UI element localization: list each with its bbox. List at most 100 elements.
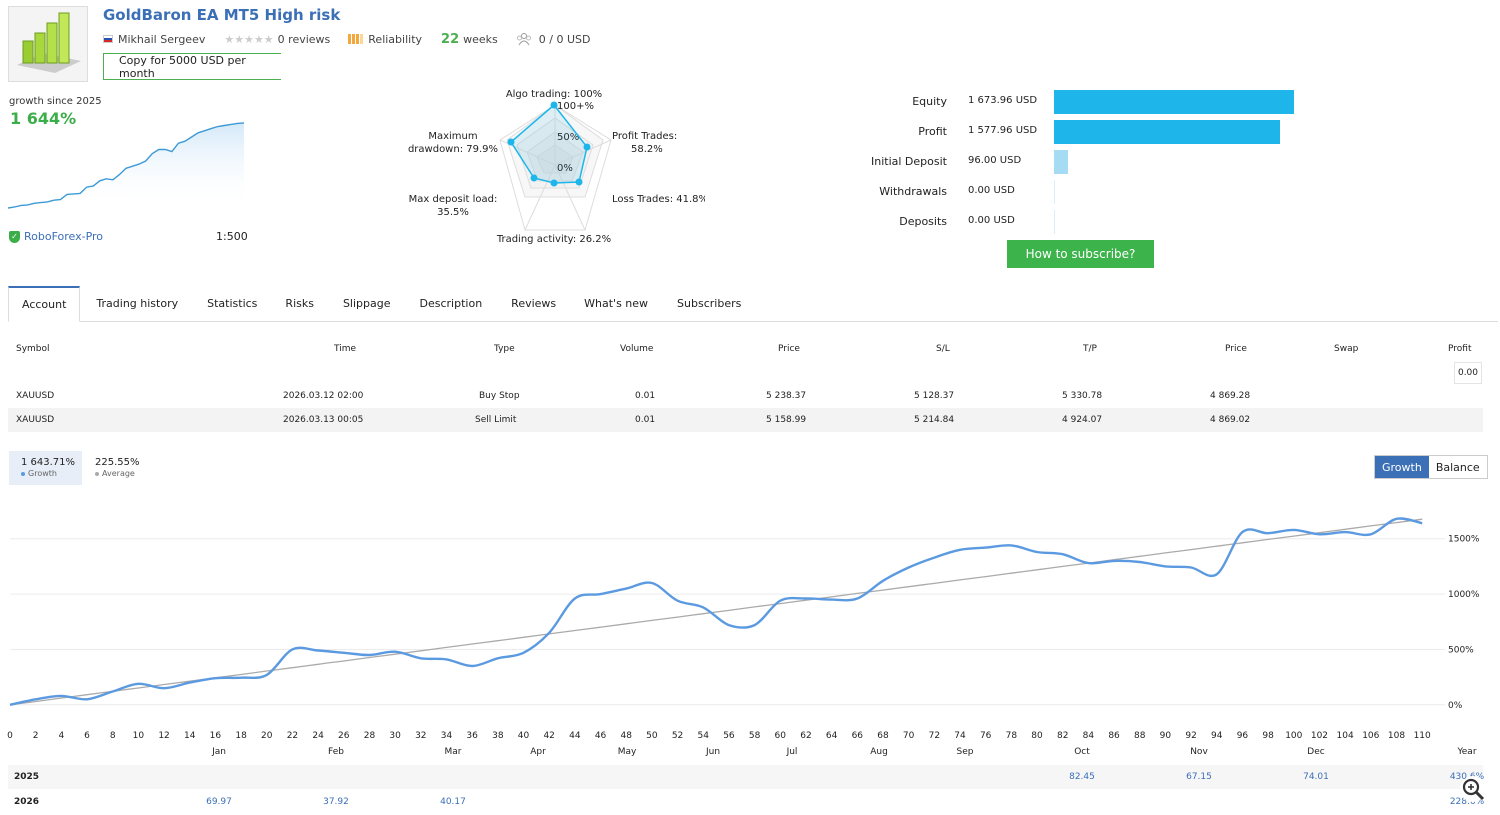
- table-row[interactable]: XAUUSD 2026.03.13 00:05 Sell Limit 0.01 …: [8, 408, 1483, 432]
- tab-statistics[interactable]: Statistics: [207, 297, 258, 310]
- equity-row-label: Profit: [918, 125, 947, 138]
- legend-average[interactable]: 225.55% Average: [95, 451, 165, 485]
- growth-dot-icon: [21, 471, 25, 476]
- table-row[interactable]: XAUUSD 2026.03.12 02:00 Buy Stop 0.01 5 …: [8, 384, 1483, 408]
- label-loss-trades: Loss Trades: 41.8%: [612, 194, 705, 205]
- cell-price: 5 158.99: [766, 415, 807, 425]
- month-value[interactable]: 69.97: [206, 797, 232, 807]
- tab-slippage[interactable]: Slippage: [342, 297, 391, 310]
- x-tick-label: 30: [389, 731, 401, 741]
- x-tick-label: 86: [1108, 731, 1120, 741]
- zoom-icon[interactable]: [1460, 776, 1486, 802]
- x-tick-label: 104: [1337, 731, 1354, 741]
- copy-subscribe-button[interactable]: Copy for 5000 USD per month: [103, 53, 281, 80]
- subscribers-value: 0 / 0 USD: [538, 32, 591, 46]
- x-tick-label: 62: [800, 731, 811, 741]
- month-label: Jul: [786, 747, 798, 757]
- tab-reviews[interactable]: Reviews: [511, 297, 557, 310]
- people-icon: [516, 33, 531, 46]
- label-profit-trades-1: Profit Trades:: [612, 131, 677, 142]
- x-tick-label: 48: [620, 731, 632, 741]
- month-value[interactable]: 74.01: [1303, 772, 1329, 782]
- month-value[interactable]: 67.15: [1186, 772, 1212, 782]
- x-tick-label: 106: [1362, 731, 1379, 741]
- author[interactable]: Mikhail Sergeev: [103, 33, 205, 46]
- x-tick-label: 98: [1262, 731, 1274, 741]
- cell-current-price: 4 869.02: [1210, 415, 1251, 425]
- month-label: Feb: [328, 747, 344, 757]
- reviews-count[interactable]: 0 reviews: [277, 32, 331, 46]
- label-algo-trading: Algo trading: 100%: [506, 89, 602, 100]
- broker-name[interactable]: RoboForex-Pro: [24, 230, 104, 243]
- tab-subscribers[interactable]: Subscribers: [677, 297, 742, 310]
- cell-tp: 4 924.07: [1062, 415, 1103, 425]
- tab-whats-new[interactable]: What's new: [584, 297, 649, 310]
- growth-toggle-button[interactable]: Growth: [1375, 456, 1429, 478]
- how-to-subscribe-button[interactable]: How to subscribe?: [1007, 240, 1154, 268]
- tab-risks[interactable]: Risks: [285, 297, 314, 310]
- cell-symbol: XAUUSD: [16, 415, 55, 425]
- x-tick-label: 84: [1083, 731, 1095, 741]
- tab-account[interactable]: Account: [8, 286, 81, 322]
- equity-row-value: 96.00 USD: [968, 155, 1022, 166]
- x-tick-label: 78: [1006, 731, 1018, 741]
- x-tick-label: 12: [158, 731, 169, 741]
- reliability-bars-icon: [348, 34, 364, 44]
- cell-time: 2026.03.13 00:05: [283, 415, 364, 425]
- equity-row-value: 0.00 USD: [968, 215, 1015, 226]
- col-current-price: Price: [1225, 344, 1247, 354]
- tab-trading-history[interactable]: Trading history: [96, 297, 179, 310]
- equity-row-label: Withdrawals: [879, 185, 947, 198]
- mini-chart-area: [8, 122, 244, 208]
- year-label: 2026: [14, 797, 40, 807]
- x-tick-label: 32: [415, 731, 426, 741]
- broker-link[interactable]: ✓ RoboForex-Pro: [9, 230, 103, 243]
- chart-mode-toggle: Growth Balance: [1374, 455, 1488, 479]
- col-profit: Profit: [1448, 344, 1472, 354]
- month-label: Aug: [870, 747, 888, 757]
- ring-label-0: 0%: [557, 163, 573, 174]
- month-value[interactable]: 40.17: [440, 797, 466, 807]
- x-tick-label: 108: [1388, 731, 1405, 741]
- equity-bar: [1054, 180, 1055, 204]
- equity-row-value: 1 577.96 USD: [968, 125, 1038, 136]
- col-swap: Swap: [1334, 344, 1359, 354]
- cell-type: Buy Stop: [479, 391, 520, 401]
- equity-bar: [1054, 150, 1068, 174]
- cell-type: Sell Limit: [475, 415, 517, 425]
- month-label: Sep: [956, 747, 974, 757]
- y-tick-label: 1500%: [1448, 535, 1480, 545]
- equity-bar: [1054, 120, 1281, 144]
- year-total-value[interactable]: 228.6%: [1449, 797, 1485, 807]
- cell-symbol: XAUUSD: [16, 391, 55, 401]
- author-name[interactable]: Mikhail Sergeev: [118, 32, 206, 46]
- legend-growth-value: 1 643.71%: [21, 457, 76, 468]
- ring-label-50: 50%: [557, 132, 579, 143]
- page-title[interactable]: GoldBaron EA MT5 High risk: [103, 6, 341, 24]
- russia-flag-icon: [103, 35, 113, 43]
- rating[interactable]: ★★★★★ 0 reviews: [224, 33, 330, 46]
- x-tick-label: 70: [903, 731, 915, 741]
- x-tick-label: 8: [110, 731, 116, 741]
- legend-growth[interactable]: 1 643.71% Growth: [9, 451, 82, 485]
- month-label: Year: [1457, 747, 1477, 757]
- rating-stars-icon: ★★★★★: [224, 32, 274, 46]
- x-tick-label: 102: [1311, 731, 1328, 741]
- month-label: May: [617, 747, 637, 757]
- x-tick-label: 0: [7, 731, 13, 741]
- x-tick-label: 94: [1211, 731, 1223, 741]
- x-tick-label: 36: [466, 731, 478, 741]
- tab-description[interactable]: Description: [419, 297, 483, 310]
- x-tick-label: 24: [312, 731, 324, 741]
- cell-current-price: 4 869.28: [1210, 391, 1251, 401]
- month-value[interactable]: 37.92: [323, 797, 349, 807]
- x-tick-label: 28: [364, 731, 376, 741]
- x-tick-label: 110: [1414, 731, 1431, 741]
- month-value[interactable]: 82.45: [1069, 772, 1095, 782]
- reliability[interactable]: Reliability: [348, 33, 422, 46]
- equity-row-label: Deposits: [899, 215, 947, 228]
- balance-toggle-button[interactable]: Balance: [1428, 456, 1487, 478]
- reliability-label: Reliability: [368, 32, 423, 46]
- x-tick-label: 96: [1237, 731, 1249, 741]
- label-max-drawdown-2: drawdown: 79.9%: [408, 144, 498, 155]
